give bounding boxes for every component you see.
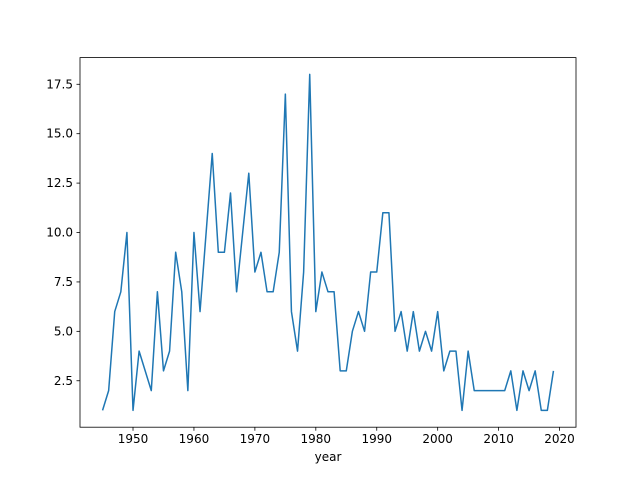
x-tick-label: 2020 bbox=[544, 432, 575, 446]
x-tick-label: 2000 bbox=[422, 432, 453, 446]
y-tick-label: 2.5 bbox=[54, 374, 73, 388]
x-tick-label: 2010 bbox=[483, 432, 514, 446]
x-tick-label: 1980 bbox=[301, 432, 332, 446]
x-tick-label: 1960 bbox=[179, 432, 210, 446]
y-tick-label: 5.0 bbox=[54, 324, 73, 338]
data-line bbox=[101, 73, 555, 412]
x-tick-label: 1950 bbox=[118, 432, 149, 446]
y-tick-label: 10.0 bbox=[46, 226, 73, 240]
x-axis-label: year bbox=[315, 450, 342, 464]
y-tick-label: 12.5 bbox=[46, 176, 73, 190]
plot-area bbox=[79, 57, 577, 428]
x-tick-label: 1990 bbox=[361, 432, 392, 446]
y-tick-label: 15.0 bbox=[46, 127, 73, 141]
y-tick-label: 7.5 bbox=[54, 275, 73, 289]
x-tick-label: 1970 bbox=[240, 432, 271, 446]
y-tick-label: 17.5 bbox=[46, 77, 73, 91]
